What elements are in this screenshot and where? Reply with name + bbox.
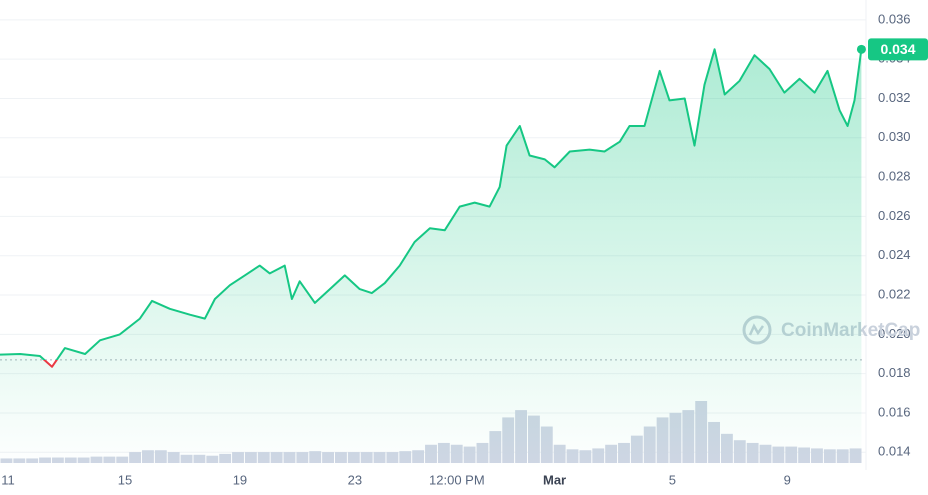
price-tag-label: 0.034 bbox=[880, 41, 915, 57]
y-tick-label: 0.030 bbox=[878, 129, 911, 144]
last-point bbox=[856, 44, 866, 54]
y-tick-label: 0.028 bbox=[878, 169, 911, 184]
x-tick-label: 5 bbox=[669, 472, 676, 487]
x-tick-label: 9 bbox=[784, 472, 791, 487]
x-tick-label: 19 bbox=[233, 472, 247, 487]
x-tick-label: 12:00 PM bbox=[429, 472, 485, 487]
y-tick-label: 0.020 bbox=[878, 326, 911, 341]
x-tick-label: Mar bbox=[543, 472, 566, 487]
price-line bbox=[0, 48, 863, 368]
y-tick-label: 0.026 bbox=[878, 208, 911, 223]
y-tick-label: 0.024 bbox=[878, 247, 911, 262]
y-tick-label: 0.022 bbox=[878, 286, 911, 301]
x-tick-label: 15 bbox=[118, 472, 132, 487]
y-tick-label: 0.018 bbox=[878, 365, 911, 380]
y-tick-label: 0.016 bbox=[878, 404, 911, 419]
y-tick-label: 0.032 bbox=[878, 90, 911, 105]
price-area bbox=[0, 49, 862, 471]
x-tick-label: 11 bbox=[1, 472, 15, 487]
price-tag bbox=[868, 38, 928, 61]
y-tick-label: 0.014 bbox=[878, 444, 911, 459]
x-tick-label: 23 bbox=[348, 472, 362, 487]
y-tick-label: 0.036 bbox=[878, 11, 911, 26]
